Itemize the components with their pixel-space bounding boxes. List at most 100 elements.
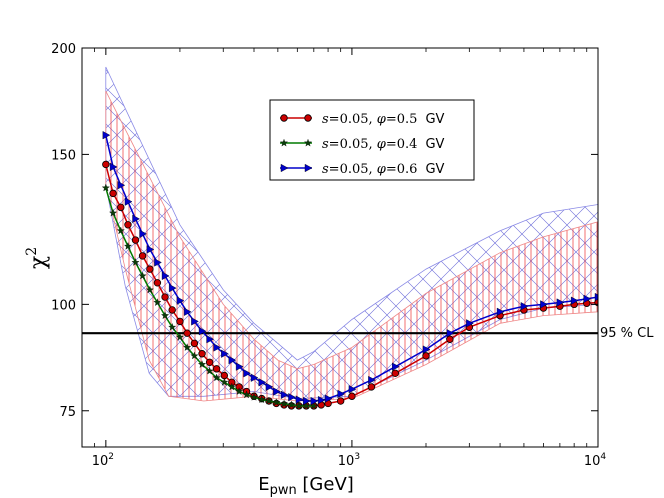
series-0-point: [190, 339, 199, 348]
series-2-point: [273, 387, 281, 396]
y-tick-label: 200: [51, 42, 76, 57]
series-1: [101, 183, 318, 410]
legend-label-1: s=0.05, φ=0.4 GV: [322, 137, 445, 152]
series-0-point: [367, 383, 376, 391]
legend-text-part: φ: [377, 162, 387, 177]
legend-text-part: =0.4: [386, 137, 418, 152]
x-tick-exponent: 4: [600, 452, 606, 462]
series-1-point: [272, 398, 281, 406]
series-1-point: [190, 351, 199, 360]
series-2-point: [422, 345, 431, 354]
band-red-hatch: [105, 90, 598, 402]
series-1-point: [294, 401, 303, 410]
legend-entry-0: s=0.05, φ=0.5 GV: [280, 112, 445, 127]
x-tick-exponent: 3: [354, 452, 360, 462]
series-2-point: [583, 294, 592, 303]
reference-line-group: 95 % CL: [82, 326, 654, 341]
x-tick-label: 102: [92, 452, 114, 469]
series-2-point: [280, 390, 289, 399]
series-0-point: [391, 369, 399, 377]
series-1-point: [205, 366, 214, 375]
series-2-point: [191, 317, 199, 326]
series-2-point: [303, 396, 311, 406]
series-2-point: [496, 307, 505, 316]
series-1-point: [168, 322, 177, 331]
series-2-point: [250, 373, 259, 382]
legend-text-part: =0.05,: [329, 112, 377, 127]
series-1-point: [124, 242, 133, 250]
series-2-point: [139, 229, 147, 238]
plot-frame: [81, 47, 599, 448]
series-1-point: [138, 271, 147, 280]
series-0-point: [146, 265, 154, 273]
series-1-point: [249, 392, 259, 401]
legend-text-part: φ: [377, 112, 387, 127]
series-2-point: [258, 378, 267, 387]
series-2-point: [392, 362, 400, 371]
series-0-point: [212, 365, 221, 373]
series-1-point: [183, 343, 192, 351]
series-2-point: [446, 329, 455, 338]
series-2-point: [295, 395, 304, 404]
series-0-point: [446, 335, 454, 343]
legend-marker: [279, 138, 289, 147]
series-1-point: [212, 373, 221, 382]
series-2-point: [124, 197, 133, 206]
x-axis-label: Epwn [GeV]: [258, 474, 354, 498]
x-tick-label: 103: [338, 452, 360, 469]
series-2-point: [556, 298, 565, 307]
legend-marker: [304, 114, 312, 122]
legend-text-part: =0.6: [386, 162, 418, 177]
series-2-point: [154, 258, 162, 267]
series-2-point: [183, 307, 192, 316]
legend-unit: GV: [425, 162, 444, 177]
y-axis-label: χ2: [24, 247, 51, 269]
series-2-point: [520, 302, 529, 311]
series-2-point: [109, 162, 118, 172]
series-0-point: [138, 252, 147, 260]
series-1-point: [160, 311, 170, 320]
series-1-point: [287, 400, 296, 409]
series-0-point: [220, 371, 229, 380]
data-series: [101, 131, 598, 410]
series-1-point: [109, 208, 118, 217]
series-2-point: [243, 369, 251, 378]
series-0-point: [198, 350, 206, 358]
series-1-point: [220, 378, 229, 386]
series-1-point: [131, 258, 140, 266]
y-tick-label: 150: [51, 148, 76, 163]
series-2-point: [368, 375, 376, 385]
x-tick-base: 10: [584, 454, 601, 469]
series-0-point: [422, 352, 430, 360]
x-tick-exponent: 2: [108, 452, 114, 462]
series-2-point: [594, 292, 598, 302]
legend-marker: [303, 138, 313, 147]
series-1-point: [145, 285, 154, 294]
series-2-point: [348, 385, 357, 394]
series-2-point: [213, 343, 222, 352]
series-1-point: [235, 387, 244, 395]
series-1-point: [257, 395, 266, 404]
series-0-point: [102, 160, 110, 169]
legend-text-part: =0.5: [386, 112, 418, 127]
legend: s=0.05, φ=0.5 GVs=0.05, φ=0.4 GVs=0.05, φ=…: [269, 99, 475, 181]
legend-entry-2: s=0.05, φ=0.6 GV: [280, 162, 445, 177]
y-tick-label: 100: [51, 298, 76, 313]
legend-box: [269, 99, 475, 181]
x-tick-label: 104: [584, 452, 607, 469]
legend-label-2: s=0.05, φ=0.6 GV: [322, 162, 445, 177]
legend-label-0: s=0.05, φ=0.5 GV: [322, 112, 445, 127]
legend-text-part: =0.05,: [329, 162, 377, 177]
series-1-point: [101, 183, 110, 192]
series-2-point: [235, 362, 244, 371]
series-2-point: [288, 393, 296, 402]
series-0-point: [131, 236, 140, 244]
series-0-point: [109, 189, 117, 198]
series-2-point: [117, 181, 126, 190]
series-0-point: [336, 397, 345, 405]
series-2: [102, 131, 598, 406]
series-0-point: [124, 221, 132, 229]
confidence-level-label: 95 % CL: [600, 326, 654, 341]
